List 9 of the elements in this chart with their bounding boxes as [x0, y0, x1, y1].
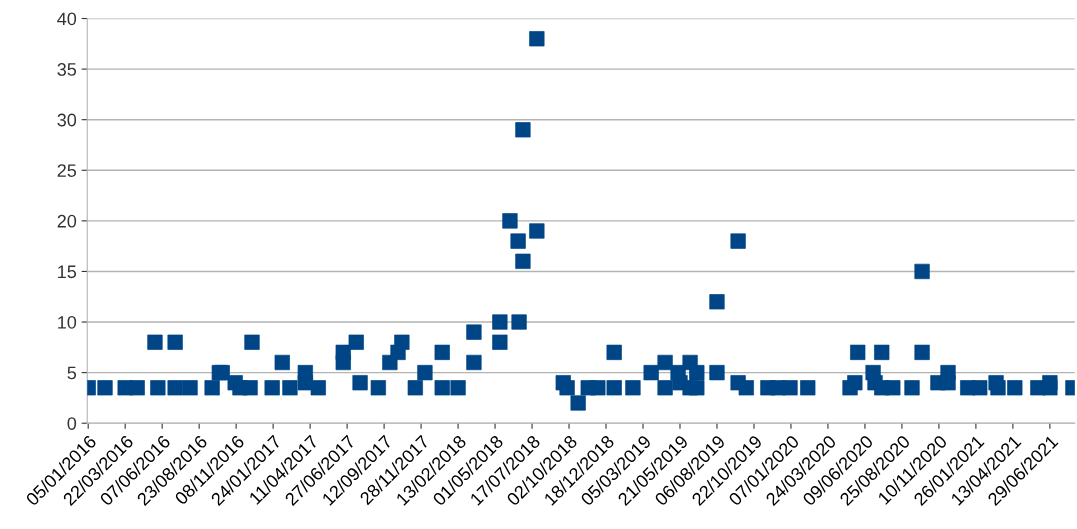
- y-tick-label: 10: [58, 315, 77, 329]
- y-tick-label: 35: [57, 63, 77, 76]
- y-tick-label: 40: [57, 12, 77, 26]
- y-tick-label: 25: [57, 164, 77, 177]
- y-tick-label: 5: [67, 366, 77, 380]
- y-tick-label: 30: [57, 113, 77, 127]
- y-tick-label: 0: [67, 417, 77, 430]
- y-tick-label: 15: [58, 265, 77, 279]
- y-tick-label: 20: [57, 214, 77, 228]
